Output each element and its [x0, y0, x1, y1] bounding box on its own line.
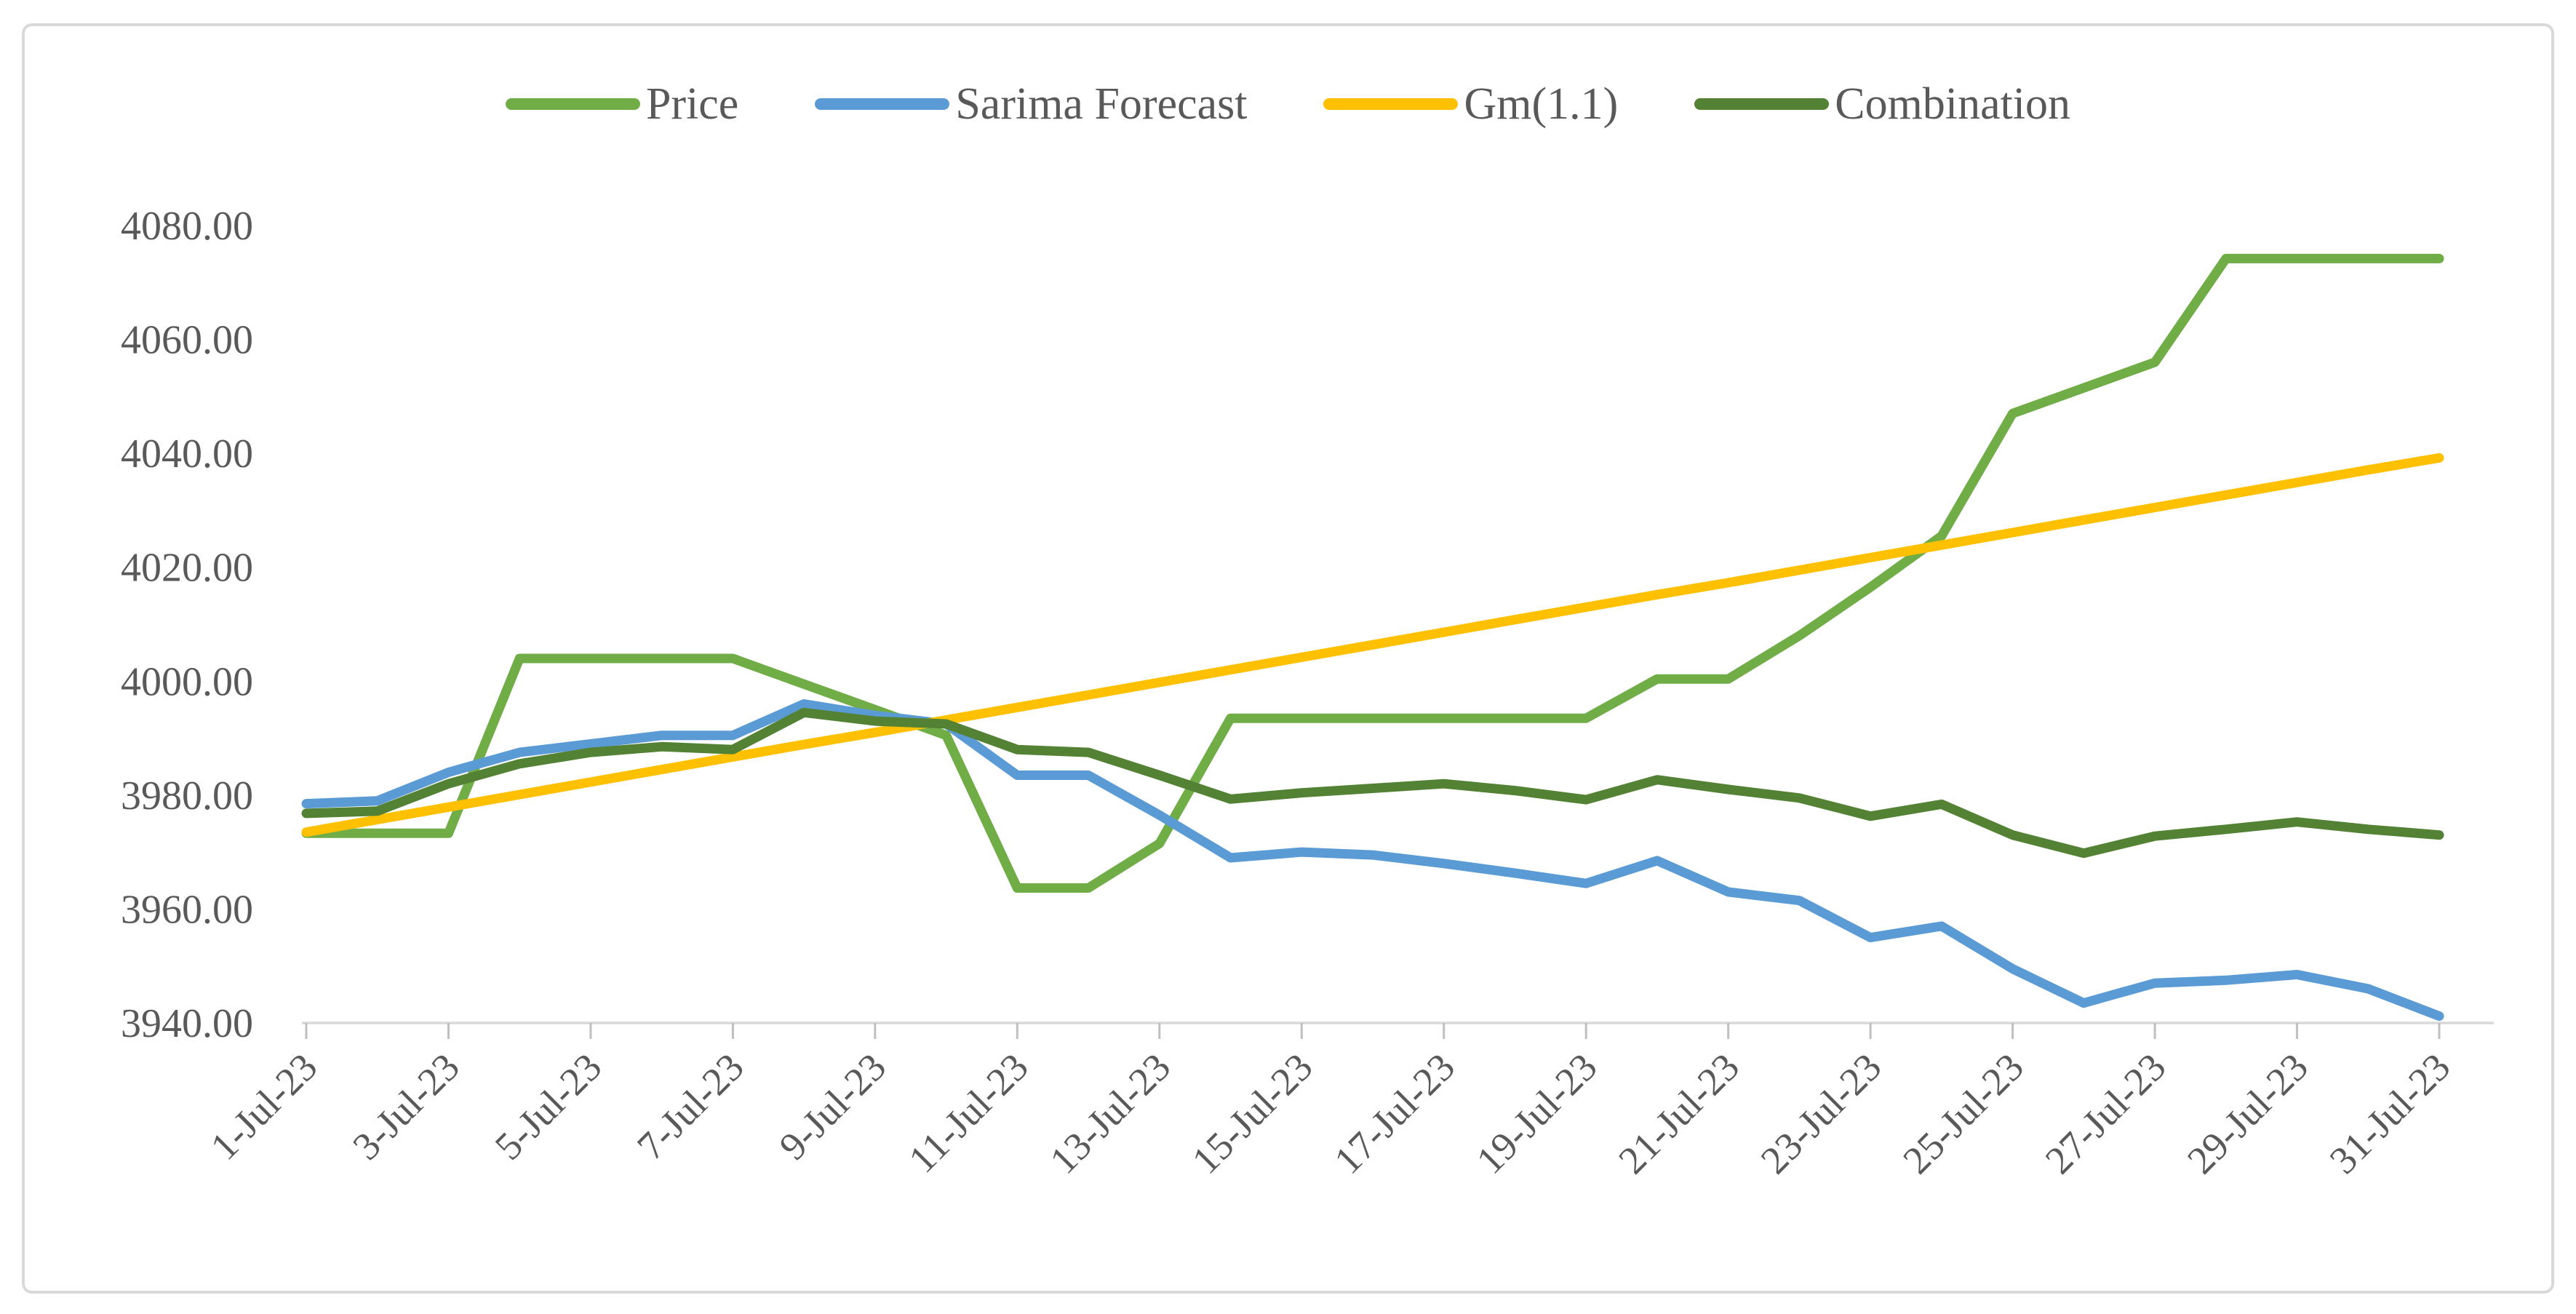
- y-tick-label: 4040.00: [121, 431, 253, 477]
- y-tick-label: 4020.00: [121, 546, 253, 591]
- y-tick-label: 3940.00: [121, 1001, 253, 1046]
- chart-legend: Price Sarima Forecast Gm(1.1) Combinatio…: [0, 81, 2576, 127]
- y-tick-label: 3980.00: [121, 773, 253, 819]
- legend-item-gm: Gm(1.1): [1323, 81, 1618, 127]
- x-tick-label: 15-Jul-23: [1184, 1045, 1321, 1182]
- legend-label-price: Price: [645, 79, 739, 129]
- legend-swatch-sarima-forecast: [815, 98, 950, 110]
- legend-swatch-price: [505, 98, 640, 110]
- x-tick-label: 21-Jul-23: [1610, 1045, 1747, 1182]
- x-tick-label: 5-Jul-23: [487, 1045, 610, 1168]
- x-tick-label: 19-Jul-23: [1468, 1045, 1606, 1182]
- y-tick-label: 3960.00: [121, 887, 253, 932]
- y-tick-label: 4000.00: [121, 659, 253, 704]
- y-tick-label: 4080.00: [121, 204, 253, 249]
- legend-item-combination: Combination: [1694, 81, 2070, 127]
- series-line-price: [301, 253, 2444, 893]
- series-line-combination: [301, 707, 2444, 859]
- x-tick-label: 31-Jul-23: [2321, 1045, 2459, 1182]
- legend-item-price: Price: [505, 79, 739, 129]
- legend-swatch-gm: [1323, 98, 1459, 110]
- legend-item-sarima-forecast: Sarima Forecast: [815, 81, 1247, 127]
- x-tick-label: 23-Jul-23: [1752, 1045, 1890, 1182]
- series-line-sarima-forecast: [301, 699, 2444, 1022]
- x-tick-label: 9-Jul-23: [771, 1045, 895, 1168]
- series-line-gm-1-1: [301, 453, 2444, 837]
- legend-label-gm: Gm(1.1): [1464, 79, 1619, 129]
- x-tick-label: 17-Jul-23: [1325, 1045, 1463, 1182]
- y-tick-label: 4060.00: [121, 318, 253, 363]
- x-tick-label: 7-Jul-23: [629, 1045, 752, 1168]
- x-tick-label: 29-Jul-23: [2179, 1045, 2316, 1182]
- x-tick-label: 13-Jul-23: [1041, 1045, 1179, 1182]
- legend-label-sarima-forecast: Sarima Forecast: [955, 79, 1248, 129]
- x-tick-label: 1-Jul-23: [202, 1045, 326, 1168]
- legend-label-combination: Combination: [1835, 79, 2071, 129]
- x-tick-label: 3-Jul-23: [344, 1045, 468, 1168]
- x-tick-label: 25-Jul-23: [1894, 1045, 2032, 1182]
- legend-swatch-combination: [1694, 98, 1830, 110]
- x-tick-label: 27-Jul-23: [2037, 1045, 2174, 1182]
- x-tick-label: 11-Jul-23: [900, 1045, 1036, 1181]
